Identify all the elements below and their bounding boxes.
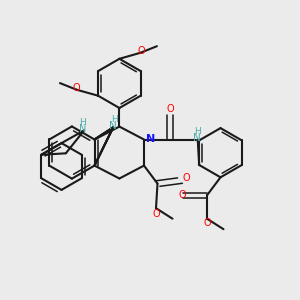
Text: H: H <box>79 118 86 127</box>
Text: N: N <box>146 134 155 145</box>
Text: N: N <box>109 121 117 131</box>
Text: O: O <box>182 173 190 183</box>
Text: H: H <box>194 127 201 136</box>
Text: H: H <box>111 115 117 124</box>
Text: N: N <box>79 124 86 134</box>
Text: O: O <box>72 83 80 93</box>
Text: O: O <box>178 190 186 200</box>
Text: O: O <box>167 104 175 115</box>
Text: O: O <box>153 208 160 219</box>
Text: O: O <box>204 218 212 228</box>
Text: N: N <box>193 133 201 143</box>
Text: O: O <box>137 46 145 56</box>
